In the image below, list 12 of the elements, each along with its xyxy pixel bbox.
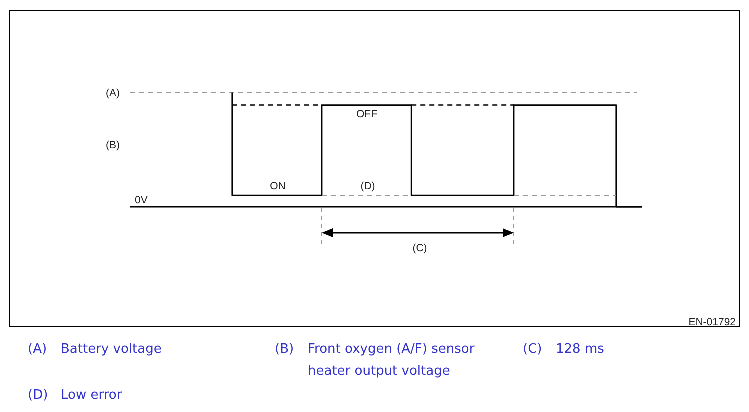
text: (D) Low error — [28, 387, 124, 405]
text: (A) Battery voltage — [28, 341, 163, 359]
text: (C) — [412, 242, 428, 255]
text: (C) 128 ms — [523, 341, 606, 359]
text: (B) — [106, 140, 120, 152]
annotation: (D) — [360, 180, 376, 193]
text: (B) Front oxygen (A/F) sensor heater output voltage — [275, 341, 476, 381]
annotation: OFF — [356, 108, 378, 121]
text: EN-01792 — [688, 316, 736, 329]
annotation: 0V — [135, 194, 148, 207]
ref-line-label: (A) — [106, 87, 120, 100]
annotation: ON — [270, 180, 286, 193]
